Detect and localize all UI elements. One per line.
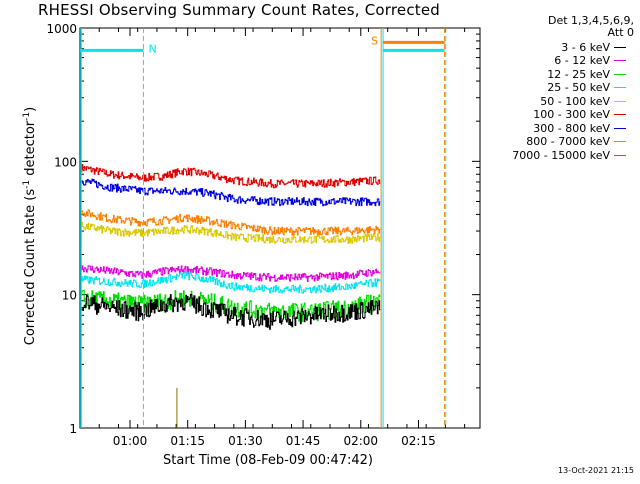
- series-line: [81, 265, 381, 282]
- series-line: [81, 221, 381, 244]
- night-flag-label: N: [148, 42, 156, 55]
- detector-note: Det 1,3,4,5,6,9,: [547, 14, 634, 27]
- legend-entry: 100 - 300 keV: [533, 108, 626, 121]
- plot-frame: [79, 27, 481, 429]
- legend-entry-label: 300 - 800 keV: [533, 121, 610, 135]
- y-tick-label: 10: [62, 289, 77, 303]
- generation-timestamp: 13-Oct-2021 21:15: [558, 466, 634, 475]
- x-tick-label: 01:15: [170, 434, 205, 448]
- legend-entry-label: 25 - 50 keV: [547, 81, 610, 94]
- y-axis-label: Corrected Count Rate (s-1 detector-1): [21, 106, 39, 346]
- legend-swatch: [614, 114, 626, 115]
- series-line: [81, 209, 381, 236]
- x-tick-label: 01:00: [113, 434, 148, 448]
- x-tick-label: 02:15: [401, 434, 436, 448]
- legend-swatch: [614, 141, 626, 142]
- series-line: [81, 271, 381, 294]
- legend-entry: 3 - 6 keV: [561, 40, 626, 54]
- y-tick-label: 1: [69, 422, 77, 436]
- legend-entry-label: 100 - 300 keV: [533, 108, 610, 121]
- y-tick-label: 100: [54, 155, 77, 169]
- legend-swatch: [614, 127, 626, 129]
- legend-entry-label: 3 - 6 keV: [561, 40, 610, 54]
- legend-entry: 7000 - 15000 keV: [512, 148, 626, 162]
- x-tick-label: 01:30: [228, 434, 263, 448]
- saa-flag-label: S: [371, 34, 378, 47]
- x-tick-label: 02:00: [343, 434, 378, 448]
- legend-swatch: [614, 100, 626, 102]
- legend-entry-label: 7000 - 15000 keV: [512, 148, 610, 162]
- legend-entry-label: 800 - 7000 keV: [526, 135, 610, 148]
- legend-entry: 6 - 12 keV: [554, 54, 626, 67]
- legend-entry-label: 6 - 12 keV: [554, 54, 610, 67]
- legend-swatch: [614, 46, 626, 48]
- series-line: [81, 178, 381, 207]
- legend-entry-label: 12 - 25 keV: [547, 67, 610, 81]
- legend-swatch: [614, 87, 626, 88]
- legend-swatch: [614, 154, 626, 156]
- legend-entry-label: 50 - 100 keV: [540, 94, 610, 108]
- legend-entry: 300 - 800 keV: [533, 121, 626, 135]
- legend-swatch: [614, 60, 626, 61]
- legend-entry: 25 - 50 keV: [547, 81, 626, 94]
- series-line: [81, 164, 381, 189]
- series-line: [81, 294, 381, 330]
- legend-entry: 800 - 7000 keV: [526, 135, 626, 148]
- legend-entry: 50 - 100 keV: [540, 94, 626, 108]
- chart-title: RHESSI Observing Summary Count Rates, Co…: [38, 1, 441, 19]
- legend-entry: 12 - 25 keV: [547, 67, 626, 81]
- x-tick-label: 01:45: [286, 434, 321, 448]
- attenuator-note: Att 0: [607, 26, 634, 39]
- legend-swatch: [614, 73, 626, 75]
- y-tick-label: 1000: [46, 22, 77, 36]
- x-axis-label: Start Time (08-Feb-09 00:47:42): [163, 453, 373, 468]
